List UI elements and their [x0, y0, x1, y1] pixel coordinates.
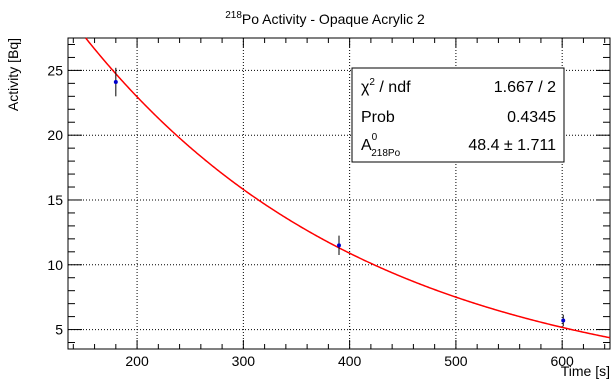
stats-a0-label: A0 218Po [361, 132, 401, 159]
chart-title: 218Po Activity - Opaque Acrylic 2 [225, 10, 425, 27]
y-tick-label: 15 [47, 192, 63, 208]
x-tick-label: 600 [550, 353, 574, 369]
x-tick-label: 400 [338, 353, 362, 369]
data-point [561, 318, 566, 323]
fit-curve [85, 37, 611, 339]
title-main: Po Activity - Opaque Acrylic 2 [242, 11, 425, 27]
data-point [113, 80, 118, 85]
plot-frame [67, 37, 611, 350]
data-point [337, 243, 341, 248]
x-tick-label: 200 [125, 353, 149, 369]
stats-prob-label: Prob [361, 109, 395, 126]
title-superscript: 218 [225, 10, 242, 21]
stats-a0-value: 48.4 ± 1.711 [468, 137, 556, 154]
ticks: 200 300 400 500 600 5 10 15 20 25 [47, 38, 610, 369]
y-tick-label: 25 [47, 62, 63, 78]
fit-layer [85, 37, 611, 339]
x-tick-label: 300 [232, 353, 256, 369]
stats-chi2-label: χ2 / ndf [361, 77, 411, 96]
y-tick-label: 20 [47, 127, 63, 143]
stats-box-frame [351, 67, 565, 163]
y-tick-label: 10 [47, 257, 63, 273]
data-points [113, 67, 566, 327]
x-axis-title: Time [s] [561, 363, 610, 379]
y-axis-title: Activity [Bq] [5, 38, 21, 111]
y-tick-label: 5 [55, 322, 63, 338]
stats-chi2-value: 1.667 / 2 [494, 79, 556, 96]
x-tick-label: 500 [444, 353, 468, 369]
stats-box: χ2 / ndf 1.667 / 2 Prob 0.4345 A0 218Po 4… [351, 67, 565, 163]
stats-prob-value: 0.4345 [507, 109, 556, 126]
